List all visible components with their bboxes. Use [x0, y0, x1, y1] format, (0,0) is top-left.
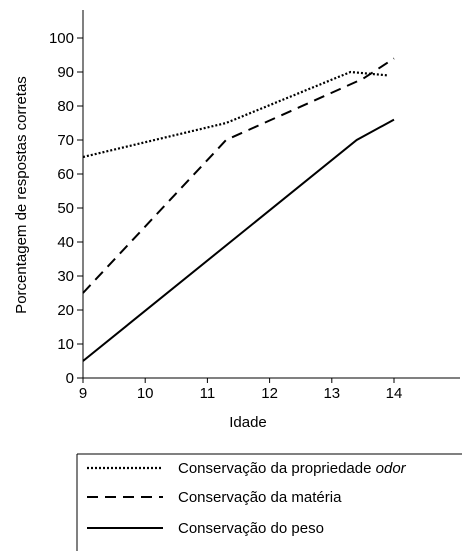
series-line-dashed — [82, 57, 395, 294]
y-tick-label: 90 — [57, 64, 74, 81]
legend: Conservação da propriedade odor Conservaç… — [76, 453, 462, 551]
y-tick-label: 0 — [66, 370, 74, 387]
x-tick-label: 12 — [261, 385, 278, 402]
y-ticks: 0 10 20 30 40 50 60 70 80 90 100 — [49, 30, 83, 387]
y-tick-label: 60 — [57, 166, 74, 183]
x-tick-label: 13 — [323, 385, 340, 402]
series-lines — [82, 57, 395, 362]
y-tick-label: 20 — [57, 302, 74, 319]
x-tick-label: 10 — [137, 385, 154, 402]
x-ticks: 9 10 11 12 13 14 — [79, 378, 403, 402]
x-tick-label: 14 — [386, 385, 403, 402]
x-tick-label: 9 — [79, 385, 87, 402]
y-tick-label: 70 — [57, 132, 74, 149]
y-axis-title: Porcentagem de respostas corretas — [13, 76, 30, 314]
x-tick-label: 11 — [200, 385, 216, 402]
y-tick-label: 30 — [57, 268, 74, 285]
y-tick-label: 50 — [57, 200, 74, 217]
legend-label: Conservação da propriedade odor — [178, 460, 407, 477]
y-tick-label: 100 — [49, 30, 74, 47]
legend-label: Conservação do peso — [178, 520, 324, 537]
series-line-dotted — [82, 70, 388, 159]
y-tick-label: 40 — [57, 234, 74, 251]
x-axis-title: Idade — [229, 414, 267, 431]
y-tick-label: 80 — [57, 98, 74, 115]
legend-items: Conservação da propriedade odor Conservaç… — [87, 460, 407, 537]
legend-label: Conservação da matéria — [178, 489, 342, 506]
series-line-solid — [82, 118, 395, 362]
y-tick-label: 10 — [57, 336, 74, 353]
